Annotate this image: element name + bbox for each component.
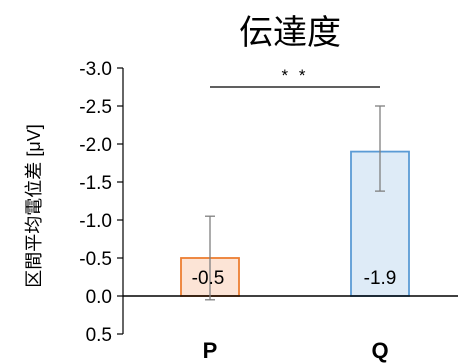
y-tick-label: -2.5	[79, 97, 112, 118]
plot-area: -3.0 -2.5 -2.0 -1.5 -1.0 -0.5 0.0 0.5 -0.5 -1.9 P Q…	[79, 59, 458, 363]
y-tick-label: -1.0	[79, 211, 112, 232]
y-tick-label: -3.0	[79, 59, 112, 80]
y-tick-label: -2.0	[79, 135, 112, 156]
y-tick-label: 0.0	[86, 287, 112, 308]
y-tick-label: -1.5	[79, 173, 112, 194]
x-category-label: P	[203, 338, 218, 363]
y-tick-label: 0.5	[86, 325, 112, 346]
data-label: -1.9	[364, 268, 397, 289]
y-tick-label: -0.5	[79, 249, 112, 270]
x-category-label: Q	[371, 338, 388, 363]
significance-label: * *	[282, 66, 309, 85]
data-label: -0.5	[192, 268, 225, 289]
chart-title: 伝達度	[239, 14, 341, 52]
y-axis-label: 区間平均電位差 [μV]	[24, 124, 44, 287]
